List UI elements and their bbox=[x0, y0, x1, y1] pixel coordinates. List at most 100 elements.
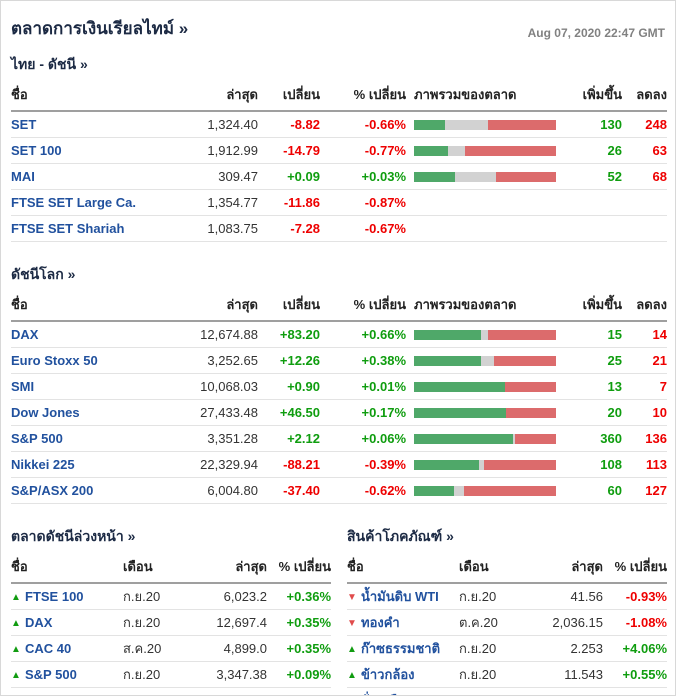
table-row: Euro Stoxx 50 3,252.65 +12.26 +0.38% 25 … bbox=[11, 347, 667, 374]
losers-count: 127 bbox=[622, 477, 667, 504]
commodity-link[interactable]: ถั่วเหลือง US bbox=[361, 693, 433, 695]
last-value: 2,036.15 bbox=[525, 609, 603, 636]
losers-count: 21 bbox=[622, 347, 667, 374]
change-value: +0.09 bbox=[258, 163, 320, 190]
losers-count: 248 bbox=[622, 111, 667, 138]
index-link[interactable]: MAI bbox=[11, 169, 35, 184]
direction-arrow-icon bbox=[11, 644, 25, 655]
index-link[interactable]: FTSE SET Shariah bbox=[11, 221, 125, 236]
losers-count bbox=[622, 215, 667, 242]
last-value: 3,351.28 bbox=[196, 425, 258, 452]
commodity-link[interactable]: ข้าวกล้อง bbox=[361, 667, 415, 682]
index-link[interactable]: S&P 500 bbox=[11, 431, 63, 446]
col-header-month: เดือน bbox=[123, 553, 189, 584]
futures-link[interactable]: CAC 40 bbox=[25, 641, 72, 656]
gainers-count: 26 bbox=[572, 137, 622, 164]
col-header-pct-change: % เปลี่ยน bbox=[320, 291, 406, 322]
table-row: SMI 10,068.03 +0.90 +0.01% 13 7 bbox=[11, 373, 667, 400]
market-overview-bar bbox=[414, 381, 556, 392]
last-value: 1,083.75 bbox=[196, 215, 258, 242]
contract-month: ส.ค.20 bbox=[123, 635, 189, 662]
losers-count: 136 bbox=[622, 425, 667, 452]
futures-link[interactable]: DAX bbox=[25, 615, 53, 630]
col-header-pct-change: % เปลี่ยน bbox=[320, 81, 406, 112]
losers-count: 7 bbox=[622, 373, 667, 400]
market-overview-bar bbox=[414, 355, 556, 366]
table-row: Dow Jones 27,433.48 +46.50 +0.17% 20 10 bbox=[11, 399, 667, 426]
table-row: S&P 500 ก.ย.20 3,347.38 +0.09% bbox=[11, 661, 331, 688]
pct-change-value: +0.35% bbox=[267, 635, 331, 662]
index-link[interactable]: SET 100 bbox=[11, 143, 62, 158]
market-overview-bar bbox=[414, 433, 556, 444]
section-index-futures: ตลาดดัชนีล่วงหน้า » ชื่อ เดือน ล่าสุด % … bbox=[11, 526, 331, 695]
last-value: 11,131.75 bbox=[189, 687, 267, 695]
commodity-link[interactable]: ทองคำ bbox=[361, 615, 400, 630]
pct-change-value: -1.15% bbox=[267, 687, 331, 695]
col-header-losers: ลดลง bbox=[622, 81, 667, 112]
contract-month: ต.ค.20 bbox=[459, 609, 525, 636]
table-row: S&P 500 3,351.28 +2.12 +0.06% 360 136 bbox=[11, 425, 667, 452]
table-row: Nasdaq ก.ย.20 11,131.75 -1.15% bbox=[11, 687, 331, 695]
col-header-gainers: เพิ่มขึ้น bbox=[572, 81, 622, 112]
index-link[interactable]: DAX bbox=[11, 327, 39, 342]
commodities-section-title-link[interactable]: สินค้าโภคภัณฑ์ » bbox=[347, 528, 454, 544]
losers-count: 68 bbox=[622, 163, 667, 190]
contract-month: ส.ค.20 bbox=[459, 687, 525, 695]
direction-arrow-icon bbox=[11, 670, 25, 681]
contract-month: ก.ย.20 bbox=[459, 635, 525, 662]
pct-change-value: +0.55% bbox=[603, 661, 667, 688]
change-value: +2.12 bbox=[258, 425, 320, 452]
gainers-count bbox=[572, 189, 622, 216]
index-link[interactable]: S&P/ASX 200 bbox=[11, 483, 94, 498]
table-header-row: ชื่อ ล่าสุด เปลี่ยน % เปลี่ยน ภาพรวมของต… bbox=[11, 81, 667, 112]
col-header-change: เปลี่ยน bbox=[258, 81, 320, 112]
last-value: 3,347.38 bbox=[189, 661, 267, 688]
thai-section-title-link[interactable]: ไทย - ดัชนี » bbox=[11, 56, 88, 72]
futures-table: ชื่อ เดือน ล่าสุด % เปลี่ยน FTSE 100 ก.ย… bbox=[11, 553, 331, 695]
gainers-count: 360 bbox=[572, 425, 622, 452]
change-value: +0.90 bbox=[258, 373, 320, 400]
last-value: 309.47 bbox=[196, 163, 258, 190]
contract-month: ก.ย.20 bbox=[123, 583, 189, 610]
pct-change-value: -0.67% bbox=[320, 215, 406, 242]
index-link[interactable]: FTSE SET Large Ca. bbox=[11, 195, 136, 210]
index-link[interactable]: Euro Stoxx 50 bbox=[11, 353, 98, 368]
change-value: +12.26 bbox=[258, 347, 320, 374]
change-value: -7.28 bbox=[258, 215, 320, 242]
pct-change-value: -0.62% bbox=[320, 477, 406, 504]
market-overview-bar bbox=[414, 145, 556, 156]
table-row: ทองคำ ต.ค.20 2,036.15 -1.08% bbox=[347, 609, 667, 636]
index-link[interactable]: SMI bbox=[11, 379, 35, 394]
world-index-table: ชื่อ ล่าสุด เปลี่ยน % เปลี่ยน ภาพรวมของต… bbox=[11, 291, 667, 504]
futures-link[interactable]: S&P 500 bbox=[25, 667, 77, 682]
world-section-title-link[interactable]: ดัชนีโลก » bbox=[11, 266, 76, 282]
futures-link[interactable]: Nasdaq bbox=[25, 693, 72, 695]
page-title-link[interactable]: ตลาดการเงินเรียลไทม์ » bbox=[11, 19, 189, 38]
market-overview-bar bbox=[414, 119, 556, 130]
index-link[interactable]: Dow Jones bbox=[11, 405, 80, 420]
gainers-count: 52 bbox=[572, 163, 622, 190]
gainers-count: 20 bbox=[572, 399, 622, 426]
index-link[interactable]: Nikkei 225 bbox=[11, 457, 75, 472]
last-value: 27,433.48 bbox=[196, 399, 258, 426]
losers-count: 113 bbox=[622, 451, 667, 478]
futures-link[interactable]: FTSE 100 bbox=[25, 589, 84, 604]
table-row: FTSE SET Large Ca. 1,354.77 -11.86 -0.87… bbox=[11, 189, 667, 216]
pct-change-value: +4.06% bbox=[603, 635, 667, 662]
table-row: FTSE 100 ก.ย.20 6,023.2 +0.36% bbox=[11, 583, 331, 610]
col-header-change: เปลี่ยน bbox=[258, 291, 320, 322]
last-value: 1,324.40 bbox=[196, 111, 258, 138]
commodity-link[interactable]: น้ำมันดิบ WTI bbox=[361, 589, 439, 604]
index-link[interactable]: SET bbox=[11, 117, 37, 132]
col-header-market-overview: ภาพรวมของตลาด bbox=[406, 291, 572, 322]
col-header-last: ล่าสุด bbox=[196, 81, 258, 112]
section-world-indices: ดัชนีโลก » ชื่อ ล่าสุด เปลี่ยน % เปลี่ยน… bbox=[11, 264, 667, 504]
last-value: 1,912.99 bbox=[196, 137, 258, 164]
pct-change-value: -1.11% bbox=[603, 687, 667, 695]
commodities-table: ชื่อ เดือน ล่าสุด % เปลี่ยน น้ำมันดิบ WT… bbox=[347, 553, 667, 695]
futures-section-title-link[interactable]: ตลาดดัชนีล่วงหน้า » bbox=[11, 528, 136, 544]
table-header-row: ชื่อ ล่าสุด เปลี่ยน % เปลี่ยน ภาพรวมของต… bbox=[11, 291, 667, 322]
col-header-month: เดือน bbox=[459, 553, 525, 584]
losers-count: 63 bbox=[622, 137, 667, 164]
commodity-link[interactable]: ก๊าซธรรมชาติ bbox=[361, 641, 441, 656]
